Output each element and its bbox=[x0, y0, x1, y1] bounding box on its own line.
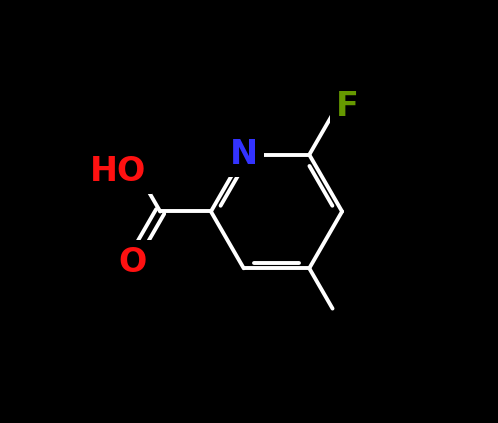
Text: N: N bbox=[230, 138, 258, 171]
Text: O: O bbox=[119, 246, 147, 279]
Text: HO: HO bbox=[90, 155, 146, 188]
Text: F: F bbox=[336, 90, 359, 123]
